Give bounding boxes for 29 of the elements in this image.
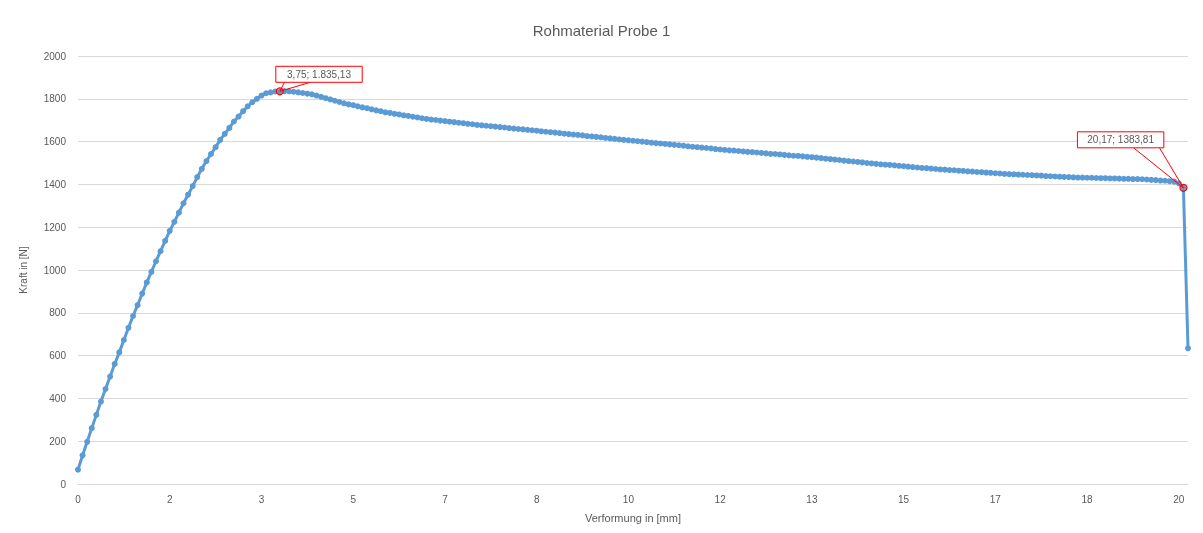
y-tick-label: 200 [49,435,67,447]
x-tick-label: 0 [75,493,82,505]
y-tick-label: 1600 [43,136,67,148]
annotation: 20,17; 1383,81 [1087,134,1155,146]
x-tick-label: 12 [714,493,727,505]
x-tick-label: 20 [1173,493,1185,505]
y-tick-label: 1400 [43,178,67,190]
y-tick-label: 0 [60,478,67,490]
y-tick-label: 400 [49,392,67,404]
x-axis-title: Verformung in [mm] [585,511,681,524]
x-tick-label: 7 [442,493,449,505]
y-tick-label: 1000 [43,264,67,276]
x-tick-label: 5 [350,493,357,505]
x-tick-label: 13 [806,493,818,505]
y-tick-label: 1800 [43,93,67,105]
x-tick-label: 18 [1081,493,1094,505]
x-tick-label: 17 [989,493,1002,505]
x-tick-label: 15 [898,493,910,505]
x-tick-label: 2 [166,493,173,505]
y-tick-label: 2000 [43,50,67,62]
y-tick-label: 600 [49,350,67,362]
x-tick-label: 10 [622,493,635,505]
annotation: 3,75; 1.835,13 [287,68,352,80]
y-axis-title: Kraft in [N] [17,246,29,294]
y-tick-label: 1200 [43,221,67,233]
chart-title: Rohmaterial Probe 1 [532,22,671,39]
x-tick-label: 3 [258,493,265,505]
y-tick-label: 800 [49,307,67,319]
x-tick-label: 8 [533,493,540,505]
